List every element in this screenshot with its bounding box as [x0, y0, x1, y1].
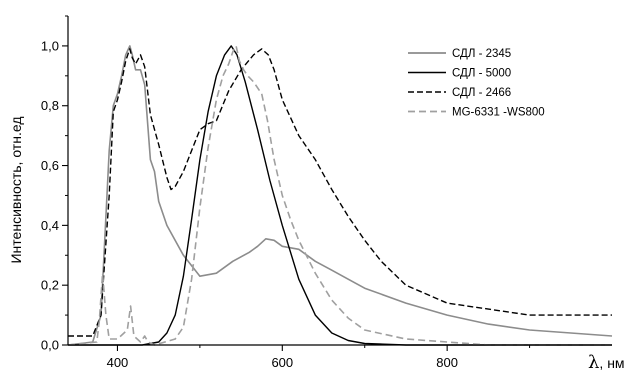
plot-lines [67, 45, 613, 346]
y-tick-label: 0,4 [41, 218, 59, 233]
y-tick-label: 1,0 [41, 38, 59, 53]
x-tick-label: 600 [271, 355, 293, 370]
legend-label-1: СДЛ - 2345 [452, 48, 511, 60]
series-line-1 [67, 45, 613, 346]
x-tick-label: 400 [107, 355, 129, 370]
y-tick-label: 0,0 [41, 338, 59, 353]
series-line-2 [68, 45, 612, 346]
legend-label-3: СДЛ - 2466 [452, 87, 511, 99]
x-axis-symbol: λ [588, 352, 599, 372]
x-tick-label: 800 [436, 355, 458, 370]
y-axis-title: Интенсивность, отн.ед [8, 117, 24, 264]
x-axis-title: λ, нм [588, 352, 625, 372]
legend-label-4: MG-6331 -WS800 [452, 107, 545, 119]
y-tick-label: 0,6 [41, 158, 59, 173]
series-line-3 [68, 48, 612, 337]
y-tick-label: 0,8 [41, 98, 59, 113]
axes: 0,0 0,2 0,4 0,6 0,8 1,0 400 600 800 [41, 15, 612, 370]
series-line-4 [67, 45, 612, 346]
legend: СДЛ - 2345 СДЛ - 5000 СДЛ - 2466 MG-6331 -W… [408, 48, 545, 119]
x-axis-unit: , нм [599, 355, 624, 371]
legend-label-2: СДЛ - 5000 [452, 68, 511, 80]
y-tick-label: 0,2 [41, 278, 59, 293]
